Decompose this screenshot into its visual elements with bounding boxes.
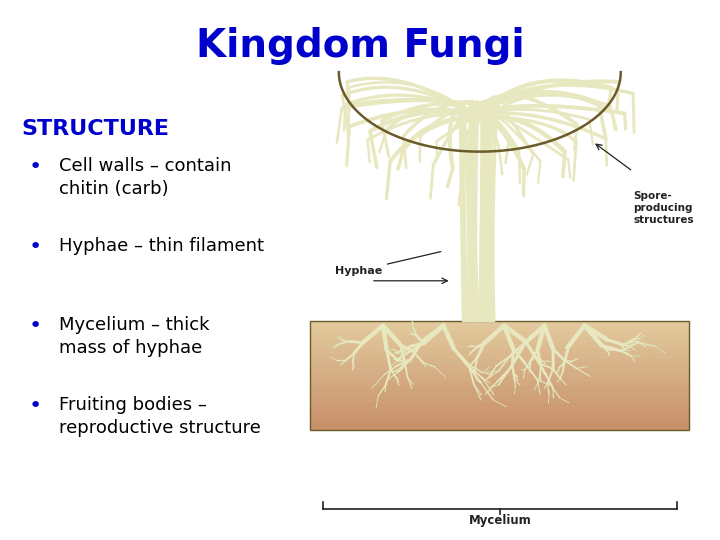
Bar [310, 364, 690, 370]
Text: •: • [29, 237, 42, 256]
Text: Hyphae: Hyphae [335, 252, 441, 276]
Bar [310, 337, 690, 342]
Text: Mycelium: Mycelium [469, 514, 531, 527]
Bar [310, 397, 690, 402]
Text: •: • [29, 316, 42, 336]
Text: Mycelium – thick
mass of hyphae: Mycelium – thick mass of hyphae [59, 316, 210, 357]
Bar [310, 424, 690, 430]
Bar [310, 326, 690, 332]
Bar [310, 359, 690, 364]
Bar [310, 370, 690, 375]
Text: Kingdom Fungi: Kingdom Fungi [196, 27, 524, 65]
Text: •: • [29, 157, 42, 177]
Bar [310, 402, 690, 408]
Bar [310, 342, 690, 348]
Bar [310, 348, 690, 353]
Bar [310, 381, 690, 386]
Text: •: • [29, 396, 42, 416]
Text: STRUCTURE: STRUCTURE [22, 119, 170, 139]
Text: Spore-
producing
structures: Spore- producing structures [633, 191, 693, 225]
Bar [310, 419, 690, 424]
Text: Hyphae – thin filament: Hyphae – thin filament [59, 237, 264, 254]
Text: Cell walls – contain
chitin (carb): Cell walls – contain chitin (carb) [59, 157, 232, 198]
Bar [310, 386, 690, 391]
Bar [310, 332, 690, 337]
Bar [310, 321, 690, 430]
Bar [310, 353, 690, 359]
Bar [310, 408, 690, 414]
Bar [310, 392, 690, 397]
Text: Fruiting bodies –
reproductive structure: Fruiting bodies – reproductive structure [59, 396, 261, 437]
Bar [310, 414, 690, 419]
Bar [310, 375, 690, 381]
Bar [310, 321, 690, 326]
